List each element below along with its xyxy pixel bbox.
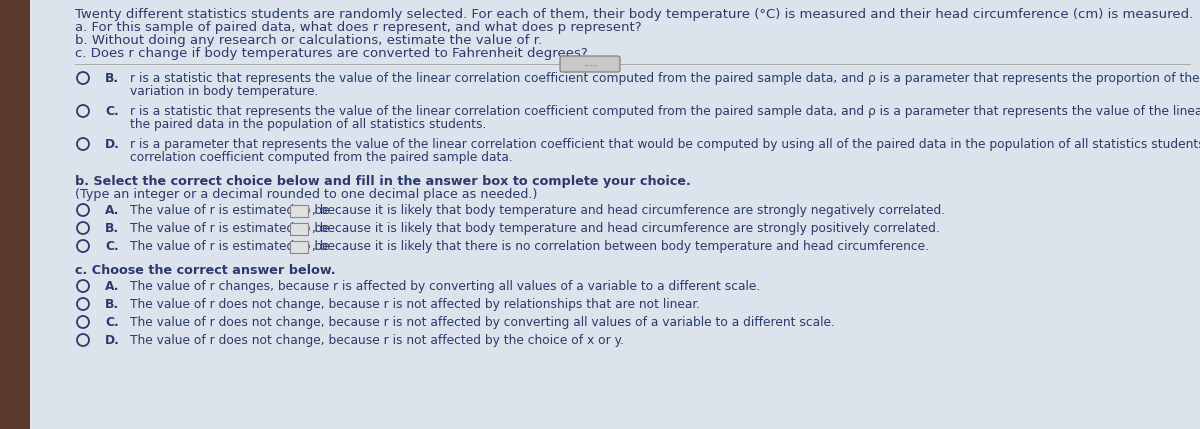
Text: the paired data in the population of all statistics students.: the paired data in the population of all… — [130, 118, 486, 131]
Text: B.: B. — [106, 72, 119, 85]
Text: D.: D. — [106, 334, 120, 347]
Text: variation in body temperature.: variation in body temperature. — [130, 85, 318, 98]
Text: C.: C. — [106, 105, 119, 118]
Text: c. Does r change if body temperatures are converted to Fahrenheit degrees?: c. Does r change if body temperatures ar… — [74, 47, 588, 60]
Text: Twenty different statistics students are randomly selected. For each of them, th: Twenty different statistics students are… — [74, 8, 1193, 21]
Bar — [290, 205, 308, 217]
Text: ......: ...... — [583, 60, 598, 69]
Text: The value of r does not change, because r is not affected by the choice of x or : The value of r does not change, because … — [130, 334, 624, 347]
Text: b. Without doing any research or calculations, estimate the value of r.: b. Without doing any research or calcula… — [74, 34, 542, 47]
Text: B.: B. — [106, 222, 119, 235]
Text: r is a statistic that represents the value of the linear correlation coefficient: r is a statistic that represents the val… — [130, 72, 1200, 85]
Text: , because it is likely that body temperature and head circumference are strongly: , because it is likely that body tempera… — [312, 204, 946, 217]
Text: a. For this sample of paired data, what does r represent, and what does p repres: a. For this sample of paired data, what … — [74, 21, 642, 34]
Bar — [290, 241, 308, 253]
Text: c. Choose the correct answer below.: c. Choose the correct answer below. — [74, 264, 336, 277]
Text: A.: A. — [106, 280, 120, 293]
Text: , because it is likely that there is no correlation between body temperature and: , because it is likely that there is no … — [312, 240, 930, 253]
Text: A.: A. — [106, 204, 120, 217]
Text: b. Select the correct choice below and fill in the answer box to complete your c: b. Select the correct choice below and f… — [74, 175, 691, 188]
Text: correlation coefficient computed from the paired sample data.: correlation coefficient computed from th… — [130, 151, 512, 164]
Text: r is a statistic that represents the value of the linear correlation coefficient: r is a statistic that represents the val… — [130, 105, 1200, 118]
Text: r is a parameter that represents the value of the linear correlation coefficient: r is a parameter that represents the val… — [130, 138, 1200, 151]
Text: The value of r is estimated to be: The value of r is estimated to be — [130, 204, 330, 217]
Text: The value of r does not change, because r is not affected by relationships that : The value of r does not change, because … — [130, 298, 701, 311]
Bar — [0, 0, 30, 429]
Text: D.: D. — [106, 138, 120, 151]
Text: (Type an integer or a decimal rounded to one decimal place as needed.): (Type an integer or a decimal rounded to… — [74, 188, 538, 201]
FancyBboxPatch shape — [560, 56, 620, 72]
Text: B.: B. — [106, 298, 119, 311]
Text: The value of r changes, because r is affected by converting all values of a vari: The value of r changes, because r is aff… — [130, 280, 761, 293]
Text: C.: C. — [106, 316, 119, 329]
Text: The value of r does not change, because r is not affected by converting all valu: The value of r does not change, because … — [130, 316, 835, 329]
Text: The value of r is estimated to be: The value of r is estimated to be — [130, 240, 330, 253]
Bar — [290, 223, 308, 235]
Text: , because it is likely that body temperature and head circumference are strongly: , because it is likely that body tempera… — [312, 222, 940, 235]
Text: The value of r is estimated to be: The value of r is estimated to be — [130, 222, 330, 235]
Text: C.: C. — [106, 240, 119, 253]
